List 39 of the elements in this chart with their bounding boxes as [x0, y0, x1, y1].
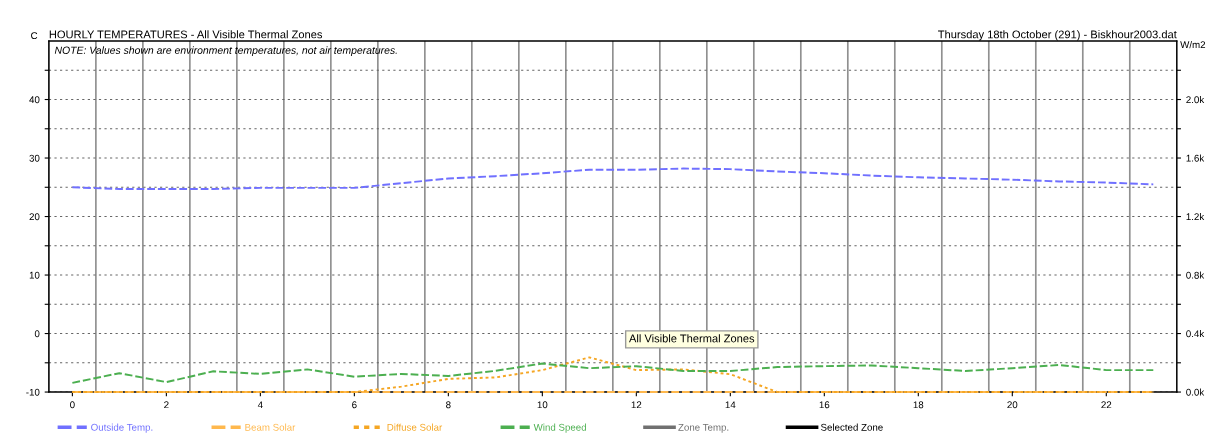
y2-tick-label: 1.6k — [1186, 154, 1205, 162]
x-tick-label: 20 — [1007, 401, 1018, 409]
y-tick-label: 30 — [29, 154, 40, 162]
legend-label: Outside Temp. — [91, 423, 153, 433]
y2-tick-label: 0.8k — [1186, 271, 1205, 279]
line-series — [71, 362, 1155, 384]
x-tick-label: 0 — [70, 401, 75, 409]
y2-tick-label: 1.2k — [1186, 213, 1205, 221]
x-tick-label: 12 — [631, 401, 642, 409]
y-tick-label: 10 — [29, 271, 40, 279]
legend-label: Diffuse Solar — [387, 423, 443, 431]
line-series — [71, 356, 1155, 394]
line-series — [71, 167, 1155, 190]
y-tick-label: 20 — [29, 213, 40, 221]
y-tick-label: -10 — [26, 388, 40, 396]
annotation: All Visible Thermal Zones — [629, 334, 755, 343]
y-tick-label: 40 — [29, 96, 40, 104]
y2-tick-label: 0.0k — [1186, 388, 1205, 396]
y-axis-title: C — [31, 32, 38, 40]
legend-label: Zone Temp. — [678, 423, 729, 433]
legend-label: Wind Speed — [533, 423, 586, 433]
y2-axis-title: W/m2 — [1180, 41, 1206, 49]
x-tick-label: 22 — [1101, 401, 1112, 409]
x-tick-label: 10 — [537, 401, 548, 409]
x-tick-label: 4 — [257, 401, 263, 409]
legend-label: Beam Solar — [245, 423, 296, 431]
x-tick-label: 14 — [725, 401, 736, 409]
x-tick-label: 2 — [164, 401, 169, 409]
x-tick-label: 8 — [446, 401, 451, 409]
chart-title: HOURLY TEMPERATURES - All Visible Thermal Zones — [49, 30, 323, 39]
y2-tick-label: 2.0k — [1186, 96, 1205, 104]
chart-subtitle: Thursday 18th October (291) - Biskhour2003.dat — [938, 30, 1177, 41]
y2-tick-label: 0.4k — [1186, 330, 1205, 338]
annotation: NOTE: Values shown are environment temperatures, not air temperatures. — [54, 46, 397, 56]
x-tick-label: 6 — [352, 401, 357, 409]
x-tick-label: 16 — [819, 401, 830, 409]
y-tick-label: 0 — [34, 330, 40, 338]
x-tick-label: 18 — [913, 401, 924, 409]
legend-label: Selected Zone — [820, 423, 883, 431]
